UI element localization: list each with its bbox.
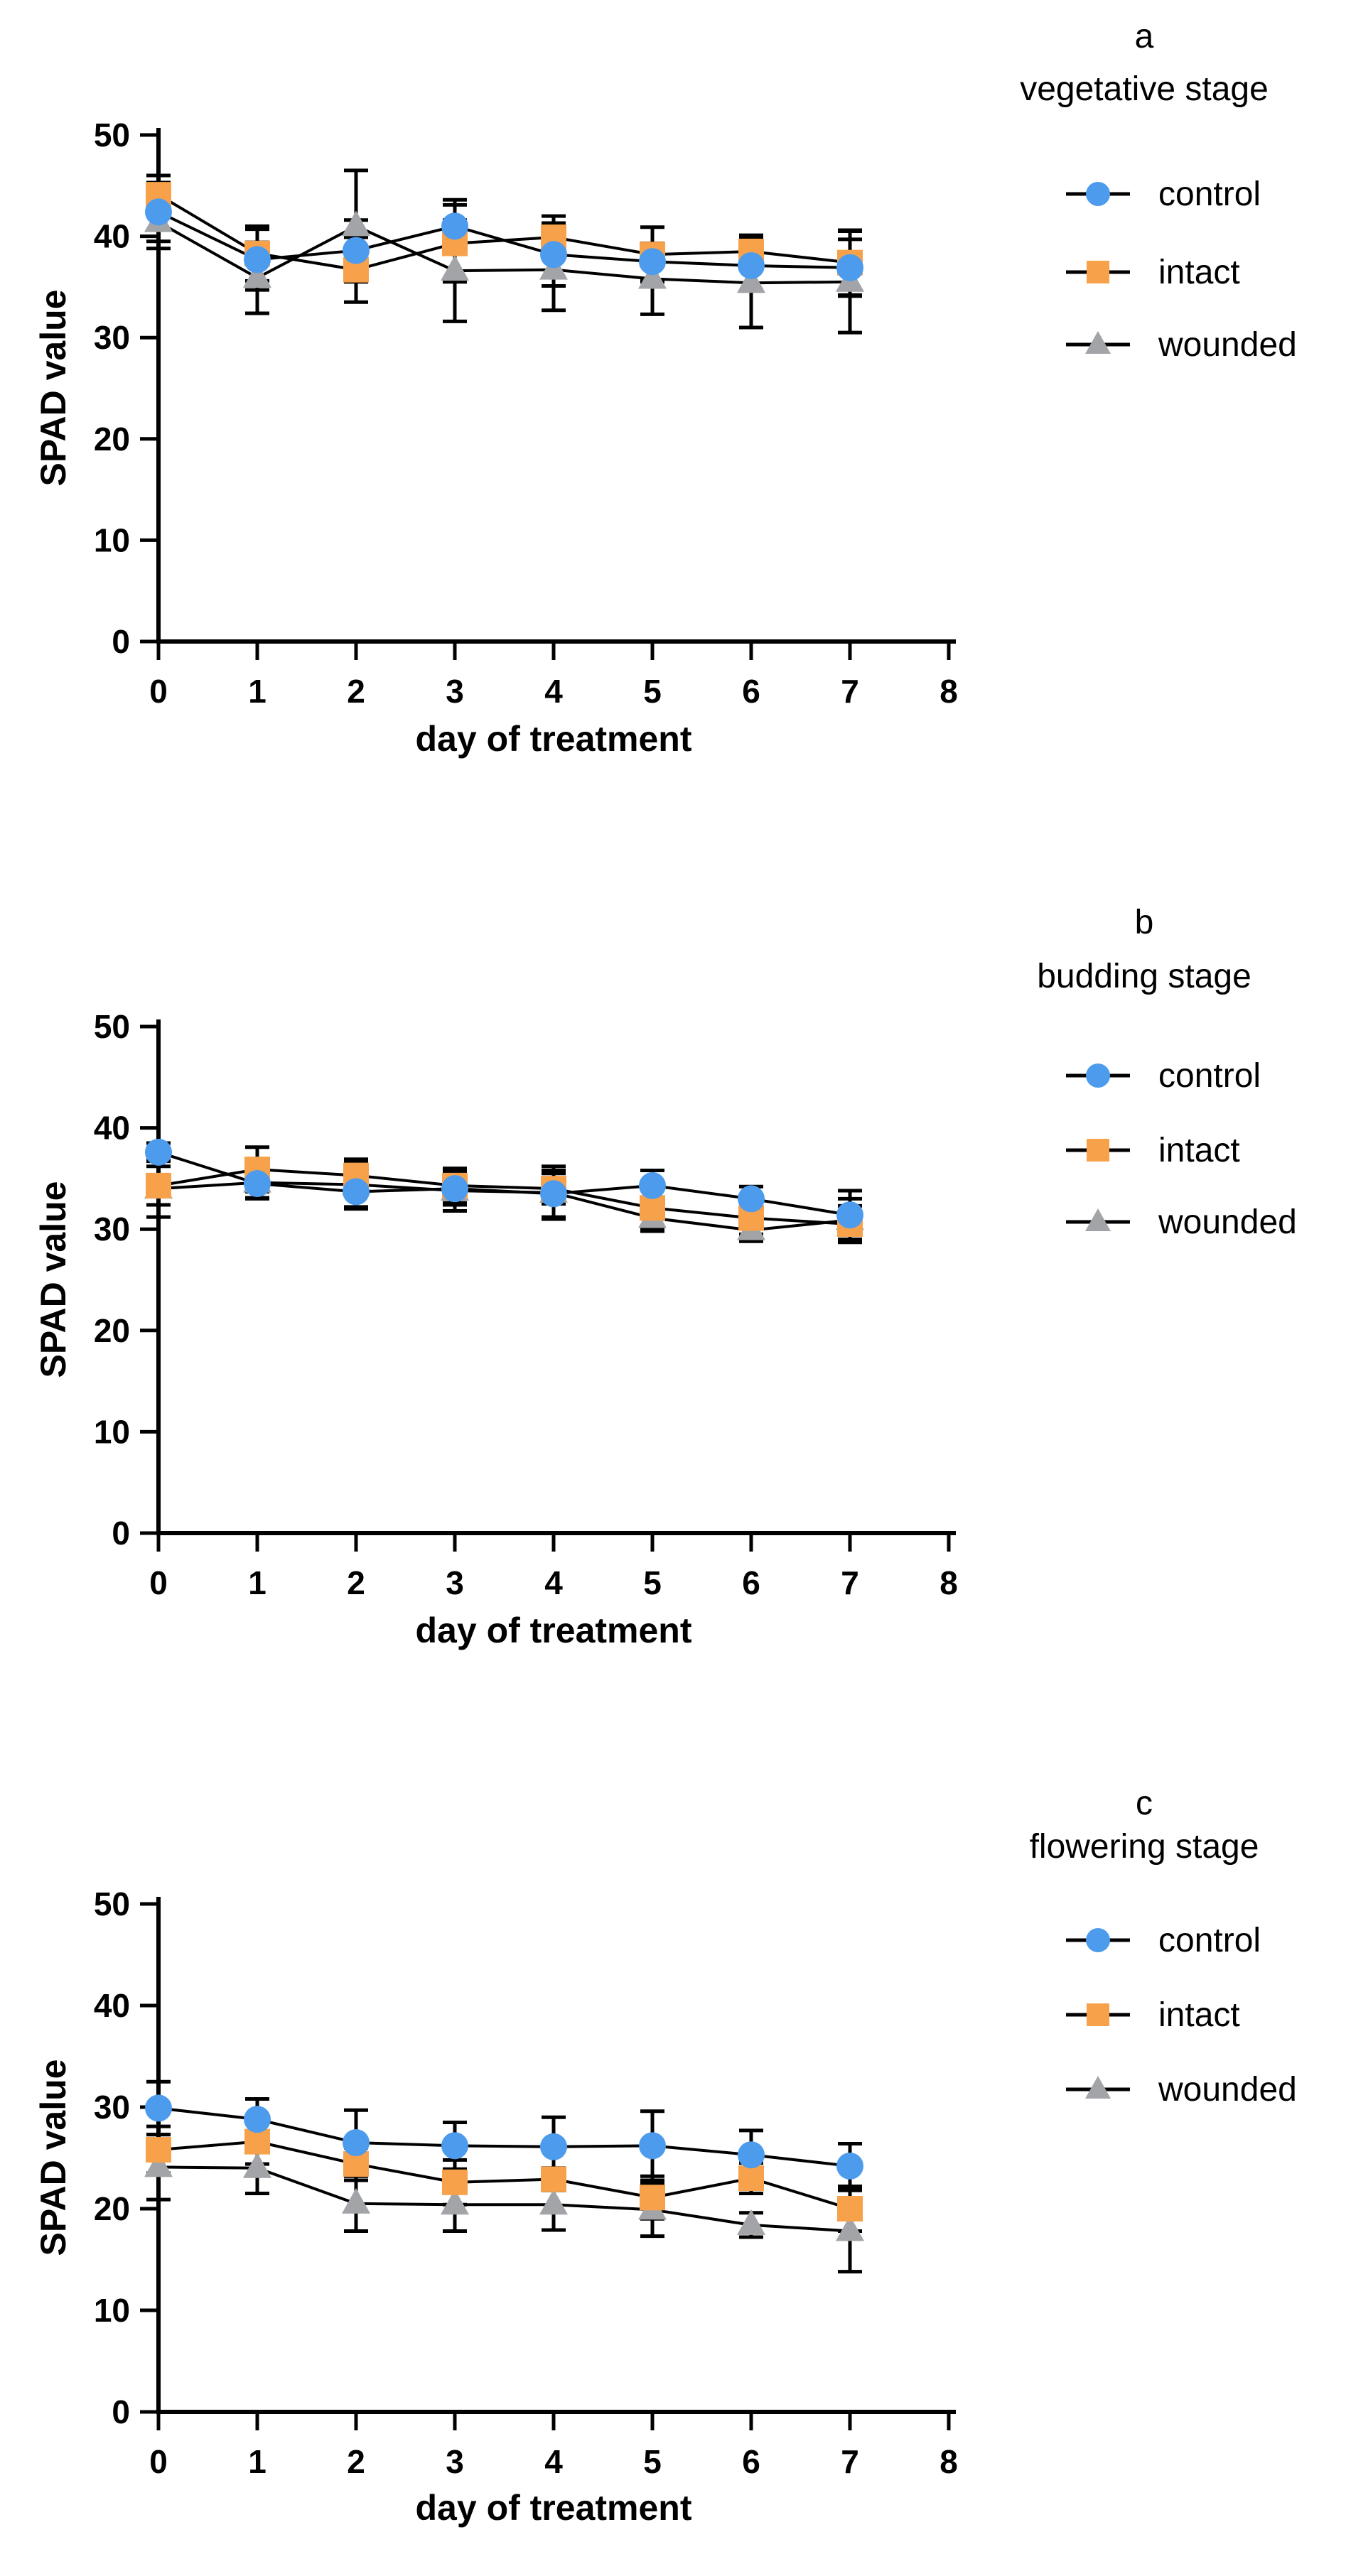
svg-text:10: 10 (94, 2292, 130, 2329)
x-axis-label-b: day of treatment (415, 1611, 692, 1650)
svg-text:5: 5 (643, 1564, 662, 1601)
svg-text:40: 40 (94, 1110, 130, 1147)
svg-text:8: 8 (939, 1564, 958, 1601)
svg-text:7: 7 (841, 1564, 859, 1601)
control-legend-marker-icon (1066, 1057, 1130, 1094)
svg-text:10: 10 (94, 1413, 130, 1450)
svg-text:2: 2 (347, 2443, 365, 2480)
panel-a-subtitle: vegetative stage (1020, 70, 1269, 108)
svg-text:8: 8 (939, 2443, 958, 2480)
svg-text:30: 30 (94, 2089, 130, 2126)
svg-text:3: 3 (446, 2443, 464, 2480)
control-legend-marker-icon (1066, 175, 1130, 212)
y-axis-label-b: SPAD value (33, 1181, 73, 1378)
svg-text:7: 7 (841, 2443, 859, 2480)
svg-text:6: 6 (742, 1564, 760, 1601)
svg-text:5: 5 (643, 673, 662, 710)
legend-label-control: control (1158, 1056, 1261, 1095)
panel-b-title: b (1134, 904, 1154, 941)
svg-text:4: 4 (544, 673, 563, 710)
svg-text:10: 10 (94, 521, 130, 558)
legend-label-control: control (1158, 1921, 1261, 1959)
legend-item-wounded-b: wounded (1066, 1201, 1297, 1243)
panel-c-subtitle: flowering stage (1029, 1828, 1259, 1866)
legend-label-intact: intact (1158, 1996, 1240, 2034)
legend-label-control: control (1158, 175, 1261, 213)
svg-text:7: 7 (841, 673, 859, 710)
svg-text:20: 20 (94, 1312, 130, 1349)
svg-text:4: 4 (544, 1564, 563, 1601)
svg-text:0: 0 (112, 2393, 130, 2430)
x-axis-label-c: day of treatment (415, 2488, 692, 2528)
svg-text:40: 40 (94, 1987, 130, 2024)
svg-text:30: 30 (94, 1211, 130, 1248)
legend-label-wounded: wounded (1158, 325, 1297, 364)
svg-text:8: 8 (939, 673, 958, 710)
svg-text:6: 6 (742, 2443, 760, 2480)
svg-text:20: 20 (94, 421, 130, 458)
svg-text:3: 3 (446, 673, 464, 710)
svg-text:50: 50 (94, 1008, 130, 1045)
legend-label-wounded: wounded (1158, 1203, 1297, 1241)
svg-text:5: 5 (643, 2443, 662, 2480)
legend-item-wounded-c: wounded (1066, 2068, 1297, 2111)
svg-text:0: 0 (149, 2443, 168, 2480)
svg-text:0: 0 (149, 673, 168, 710)
svg-text:40: 40 (94, 218, 130, 255)
panel-b-subtitle: budding stage (1037, 958, 1251, 995)
legend-item-control-b: control (1066, 1054, 1261, 1097)
svg-text:1: 1 (248, 2443, 266, 2480)
legend-item-wounded-a: wounded (1066, 323, 1297, 366)
svg-text:30: 30 (94, 319, 130, 356)
svg-text:0: 0 (112, 623, 130, 660)
legend-item-intact-b: intact (1066, 1129, 1240, 1171)
wounded-legend-marker-icon (1066, 326, 1130, 363)
svg-text:1: 1 (248, 1564, 266, 1601)
svg-text:3: 3 (446, 1564, 464, 1601)
legend-item-intact-a: intact (1066, 251, 1240, 293)
svg-text:50: 50 (94, 117, 130, 153)
legend-item-control-c: control (1066, 1919, 1261, 1961)
svg-text:1: 1 (248, 673, 266, 710)
svg-text:50: 50 (94, 1885, 130, 1922)
legend-item-intact-c: intact (1066, 1993, 1240, 2036)
svg-text:20: 20 (94, 2190, 130, 2227)
svg-text:0: 0 (149, 1564, 168, 1601)
legend-label-wounded: wounded (1158, 2070, 1297, 2109)
svg-text:2: 2 (347, 673, 365, 710)
y-axis-label-a: SPAD value (33, 289, 73, 487)
panel-c-title: c (1136, 1785, 1153, 1822)
svg-text:0: 0 (112, 1515, 130, 1552)
control-legend-marker-icon (1066, 1922, 1130, 1959)
panel-a-title: a (1134, 18, 1154, 55)
legend-item-control-a: control (1066, 173, 1261, 215)
intact-legend-marker-icon (1066, 1132, 1130, 1169)
x-axis-label-a: day of treatment (415, 719, 692, 759)
svg-text:6: 6 (742, 673, 760, 710)
svg-text:4: 4 (544, 2443, 563, 2480)
intact-legend-marker-icon (1066, 254, 1130, 291)
svg-text:2: 2 (347, 1564, 365, 1601)
legend-label-intact: intact (1158, 253, 1240, 291)
legend-label-intact: intact (1158, 1131, 1240, 1169)
intact-legend-marker-icon (1066, 1996, 1130, 2033)
y-axis-label-c: SPAD value (33, 2059, 73, 2256)
wounded-legend-marker-icon (1066, 2071, 1130, 2108)
wounded-legend-marker-icon (1066, 1203, 1130, 1240)
